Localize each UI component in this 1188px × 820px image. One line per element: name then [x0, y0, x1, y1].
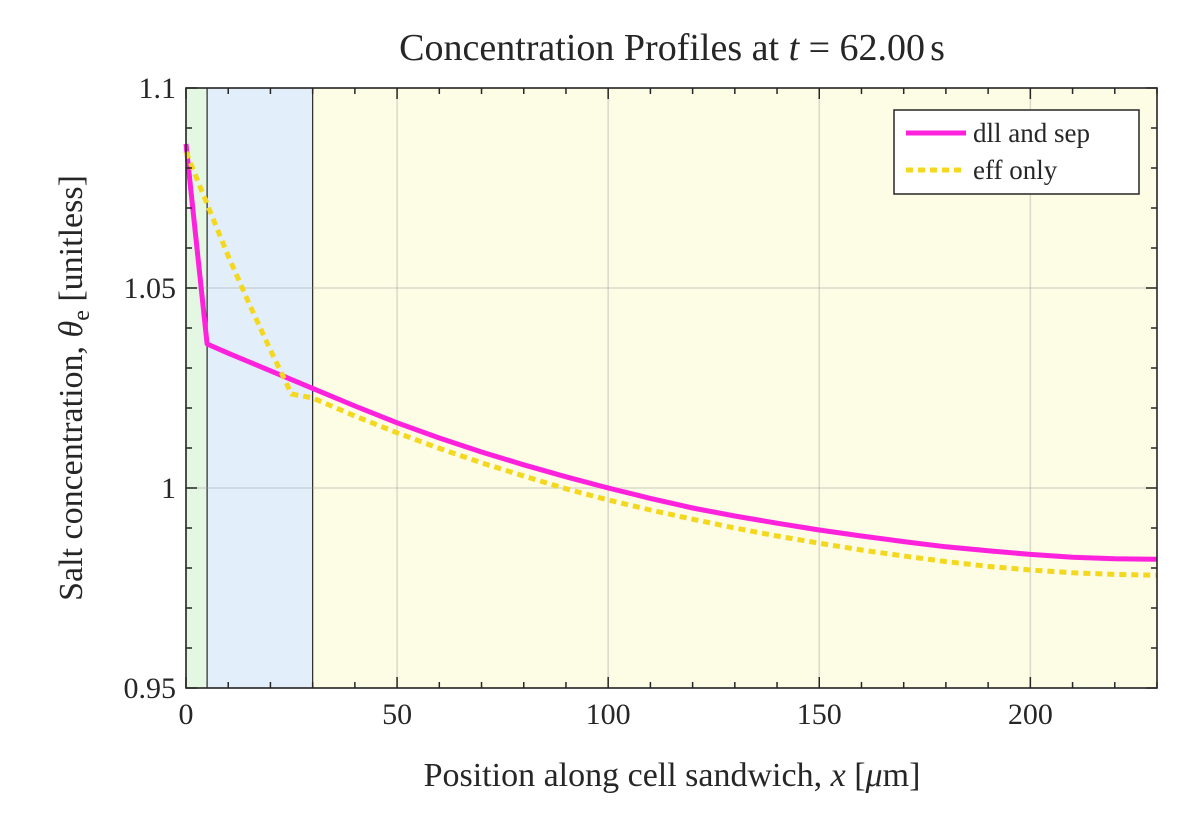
- legend-label-0: dll and sep: [973, 118, 1090, 148]
- x-title-close: ]: [909, 757, 920, 794]
- y-title-suffix: [unitless]: [53, 175, 90, 310]
- legend: dll and sep eff only: [893, 109, 1140, 195]
- y-title-sub: e: [69, 310, 95, 321]
- x-tick-label-3: 150: [797, 698, 842, 731]
- legend-box: [893, 109, 1140, 195]
- region-0: [186, 88, 208, 688]
- x-tick-label-2: 100: [586, 698, 631, 731]
- y-title-prefix: Salt concentration,: [53, 337, 90, 600]
- chart-title: Concentration Profiles at t = 62.00 s: [399, 27, 945, 69]
- chart-title-mid: = 62.00: [799, 27, 925, 69]
- x-tick-label-1: 50: [382, 698, 412, 731]
- y-tick-label-1: 1: [161, 472, 176, 505]
- x-tick-label-4: 200: [1008, 698, 1053, 731]
- y-title-var: θ: [53, 321, 90, 338]
- series-layer: [183, 143, 1158, 578]
- x-title-unit: m: [883, 757, 909, 794]
- x-title-var: x: [830, 757, 846, 794]
- y-tick-label-2: 1.05: [124, 272, 177, 305]
- tick-labels-layer: 0 50 100 150 200 0.95 1 1.05 1.1: [124, 72, 1053, 731]
- legend-label-1: eff only: [973, 155, 1058, 185]
- region-1: [207, 88, 313, 688]
- x-tick-label-0: 0: [179, 698, 194, 731]
- x-title-unit-mu: μ: [865, 757, 883, 794]
- series-line-1: [183, 151, 1158, 578]
- series-line-0: [183, 143, 1158, 562]
- x-title-open: [: [846, 757, 866, 794]
- chart-title-unit: s: [930, 27, 945, 69]
- chart-title-var: t: [789, 27, 801, 69]
- ticks-layer: [185, 87, 1158, 689]
- x-title-prefix: Position along cell sandwich,: [424, 757, 831, 794]
- y-tick-label-0: 0.95: [124, 672, 177, 705]
- plot-frame: [185, 87, 1158, 689]
- x-axis-title: Position along cell sandwich, x [μm]: [424, 757, 921, 794]
- y-tick-label-3: 1.1: [139, 72, 177, 105]
- y-axis-title: Salt concentration, θe [unitless]: [53, 175, 95, 601]
- chart-title-prefix: Concentration Profiles at: [399, 27, 788, 69]
